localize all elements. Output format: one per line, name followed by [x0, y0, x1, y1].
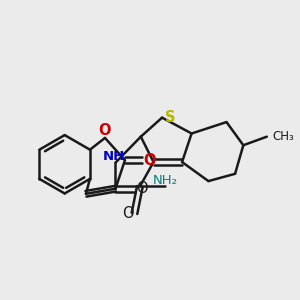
- Text: O: O: [99, 124, 111, 139]
- Text: O: O: [143, 153, 156, 168]
- Text: S: S: [165, 110, 175, 125]
- Text: NH: NH: [103, 151, 125, 164]
- Text: O: O: [122, 206, 133, 221]
- Text: O: O: [136, 181, 148, 196]
- Text: NH₂: NH₂: [153, 174, 178, 187]
- Text: CH₃: CH₃: [272, 130, 294, 143]
